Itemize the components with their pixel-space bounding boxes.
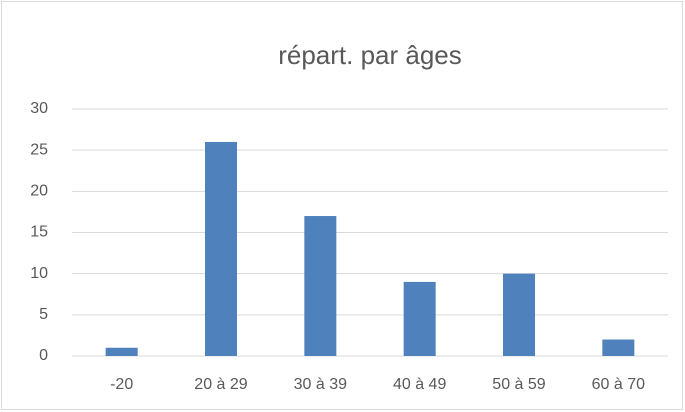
x-tick-label: 20 à 29: [194, 376, 247, 393]
x-tick-label: 50 à 59: [492, 376, 545, 393]
y-tick-label: 20: [30, 183, 48, 200]
bar: [105, 347, 138, 356]
x-tick-label: -20: [110, 376, 133, 393]
x-tick-label: 30 à 39: [294, 376, 347, 393]
chart-title: répart. par âges: [278, 40, 462, 70]
x-tick-label: 60 à 70: [592, 376, 645, 393]
bar: [205, 141, 237, 356]
bar: [602, 339, 635, 356]
x-tick-label: 40 à 49: [393, 376, 446, 393]
bar: [304, 216, 337, 356]
y-tick-label: 15: [30, 224, 48, 241]
y-tick-label: 30: [30, 100, 48, 117]
y-tick-label: 5: [39, 306, 48, 323]
y-tick-label: 25: [30, 141, 48, 158]
bar: [403, 281, 436, 356]
y-tick-label: 10: [30, 265, 48, 282]
bar: [503, 273, 535, 356]
y-tick-label: 0: [39, 347, 48, 364]
